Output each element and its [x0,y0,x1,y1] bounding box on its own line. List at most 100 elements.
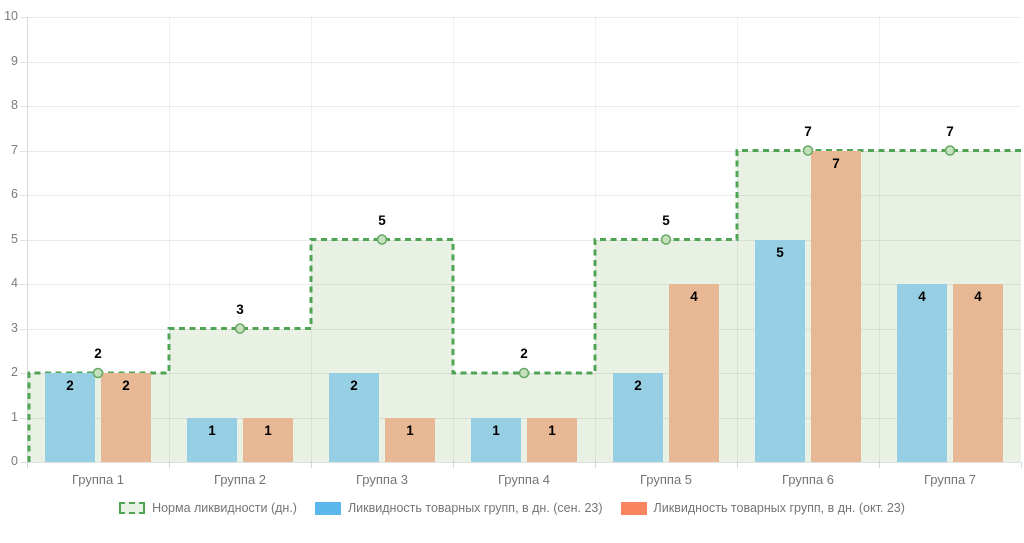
bar-okt23-group-4[interactable] [527,417,577,462]
y-axis-label: 2 [11,365,18,379]
norm-value-label: 3 [236,301,244,317]
bar-value-label: 2 [66,378,74,393]
y-axis-label: 7 [11,142,18,157]
x-gridline [169,17,170,462]
y-axis-tick [20,417,27,419]
norm-value-label: 7 [946,123,954,139]
bar-sep23-group-2[interactable] [187,417,237,462]
x-axis-label-group-5: Группа 5 [639,472,693,487]
bar-okt23-group-7[interactable] [953,284,1003,462]
bar-okt23-group-1[interactable] [101,373,151,462]
y-axis-label: 3 [11,320,18,335]
bar-value-label: 1 [264,422,272,438]
norm-marker-group-5[interactable] [660,234,672,245]
x-gridline [453,17,454,462]
okt23-legend-swatch [620,501,647,515]
norm-marker-group-1[interactable] [92,367,104,379]
x-axis-label-group-1: Группа 1 [71,472,125,487]
bar-value-label: 2 [350,378,358,393]
norm-marker-group-2[interactable] [234,323,246,334]
y-axis-line [27,17,28,468]
norm-marker-group-7[interactable] [944,145,956,156]
legend-item-okt23[interactable]: Ликвидность товарных групп, в дн. (окт. … [620,501,905,515]
x-gridline [595,17,596,462]
x-gridline [737,17,738,462]
bar-value-label: 1 [208,422,216,438]
x-gridline [879,17,880,462]
bar-value-label: 4 [690,289,698,304]
bar-value-label: 2 [122,378,130,393]
y-axis-tick [20,17,27,18]
x-axis-tick [311,462,312,468]
x-axis-label-group-7: Группа 7 [923,472,977,487]
legend: Норма ликвидности (дн.) Ликвидность това… [0,501,1024,515]
bar-okt23-group-2[interactable] [243,417,293,462]
y-axis-tick [20,150,27,152]
norm-value-label: 2 [520,346,528,361]
bar-okt23-group-6[interactable] [811,150,861,462]
x-axis-tick [1021,462,1022,468]
sep23-legend-swatch [314,501,341,515]
legend-label-okt23: Ликвидность товарных групп, в дн. (окт. … [653,501,905,515]
bar-value-label: 4 [918,289,926,304]
y-gridline [27,239,1021,241]
norm-marker-group-3[interactable] [376,234,388,245]
x-axis-label-group-3: Группа 3 [355,472,409,487]
bar-value-label: 4 [974,289,982,304]
bar-value-label: 7 [832,155,840,171]
y-axis-tick [20,328,27,330]
y-gridline [27,61,1021,63]
x-axis-tick [169,462,170,468]
bar-value-label: 2 [634,378,642,393]
y-axis-label: 1 [11,409,18,424]
x-axis-label-group-4: Группа 4 [497,472,551,487]
y-axis-label: 0 [11,454,18,468]
y-axis-label: 9 [11,53,18,68]
legend-item-sep23[interactable]: Ликвидность товарных групп, в дн. (сен. … [314,501,603,515]
y-axis-tick [20,106,27,107]
y-axis-tick [20,239,27,241]
norm-value-label: 7 [804,123,812,139]
x-axis-tick [737,462,738,468]
norm-value-label: 2 [94,346,102,361]
y-gridline [27,284,1021,285]
x-axis-label-group-6: Группа 6 [781,472,835,487]
bar-value-label: 1 [492,422,500,438]
bar-sep23-group-5[interactable] [613,373,663,462]
norm-legend-swatch [119,502,146,514]
bar-okt23-group-3[interactable] [385,417,435,462]
y-axis-label: 6 [11,187,18,201]
y-axis-label: 5 [11,231,18,246]
y-gridline [27,195,1021,196]
bar-sep23-group-6[interactable] [755,239,805,462]
bar-sep23-group-1[interactable] [45,373,95,462]
bar-sep23-group-3[interactable] [329,373,379,462]
x-axis-tick [879,462,880,468]
y-gridline [27,17,1021,18]
bar-sep23-group-7[interactable] [897,284,947,462]
legend-label-sep23: Ликвидность товарных групп, в дн. (сен. … [347,501,603,515]
y-gridline [27,106,1021,107]
x-axis-tick [453,462,454,468]
bar-okt23-group-5[interactable] [669,284,719,462]
y-axis-tick [20,284,27,285]
norm-marker-group-4[interactable] [518,367,530,379]
norm-value-label: 5 [378,212,386,228]
y-gridline [27,150,1021,152]
x-axis-label-group-2: Группа 2 [213,472,267,487]
bar-value-label: 1 [406,422,414,438]
y-axis-tick [20,462,27,463]
y-gridline [27,462,1021,463]
bar-sep23-group-4[interactable] [471,417,521,462]
y-axis-label: 10 [4,9,18,23]
norm-marker-group-6[interactable] [802,145,814,156]
legend-label-norm: Норма ликвидности (дн.) [152,501,297,515]
y-gridline [27,417,1021,419]
y-axis-tick [20,195,27,196]
y-gridline [27,328,1021,330]
y-axis-tick [20,61,27,63]
y-axis-label: 8 [11,98,18,112]
legend-item-norm[interactable]: Норма ликвидности (дн.) [119,501,297,515]
